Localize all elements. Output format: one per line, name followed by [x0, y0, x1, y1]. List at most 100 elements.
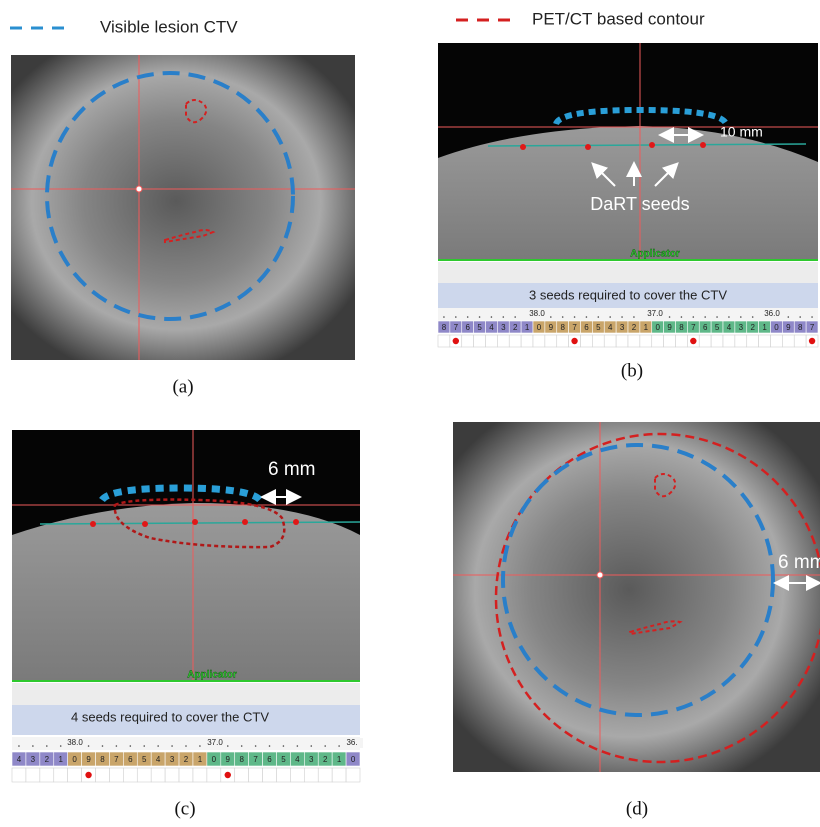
seed-cell: [711, 335, 723, 347]
strip-digit: 1: [525, 323, 530, 332]
strip-digit: 3: [739, 323, 744, 332]
ruler-label: 37.0: [647, 309, 663, 318]
ruler-dot: [574, 316, 576, 318]
ruler-dot: [586, 316, 588, 318]
strip-digit: 9: [226, 755, 231, 764]
figure: Visible lesion CTV PET/CT based contour …: [0, 0, 820, 827]
ruler-dot: [171, 745, 173, 747]
strip-digit: 1: [198, 755, 203, 764]
strip-digit: 8: [560, 323, 565, 332]
strip-digit: 8: [798, 323, 803, 332]
ruler-dot: [681, 316, 683, 318]
seed-cell: [533, 335, 545, 347]
distance-label: 6 mm: [778, 552, 820, 573]
strip-digit: 5: [715, 323, 720, 332]
ruler-dot: [443, 316, 445, 318]
ruler-dot: [467, 316, 469, 318]
strip-digit: 4: [608, 323, 613, 332]
panel-a: (a): [11, 55, 355, 397]
strip-digit: 4: [17, 755, 22, 764]
seed-cell: [664, 335, 676, 347]
ruler-dot: [633, 316, 635, 318]
strip-digit: 8: [239, 755, 244, 764]
strip-digit: 5: [596, 323, 601, 332]
seed-cell: [438, 335, 450, 347]
ruler-dot: [241, 745, 243, 747]
ruler-dot: [310, 745, 312, 747]
banner-text: 4 seeds required to cover the CTV: [71, 709, 269, 724]
distance-label: 6 mm: [268, 459, 316, 480]
seed-cell: [249, 768, 263, 782]
legend-ctv: Visible lesion CTV: [100, 17, 238, 36]
seed-cell: [545, 335, 557, 347]
ct-image: [453, 422, 820, 772]
strip-digit: 0: [212, 755, 217, 764]
ruler-dot: [324, 745, 326, 747]
strip-digit: 4: [295, 755, 300, 764]
legend-pet: PET/CT based contour: [532, 9, 705, 28]
seed-cell: [151, 768, 165, 782]
strip-digit: 7: [114, 755, 119, 764]
ruler-dot: [185, 745, 187, 747]
applicator-label: Applicator: [630, 249, 680, 260]
strip-digit: 6: [703, 323, 708, 332]
seed-cell: [207, 768, 221, 782]
strip-digit: 3: [31, 755, 36, 764]
ruler-dot: [88, 745, 90, 747]
page: Visible lesion CTV PET/CT based contour …: [0, 0, 820, 827]
ruler-dot: [811, 316, 813, 318]
ruler-dot: [157, 745, 159, 747]
seed-cell: [346, 768, 360, 782]
strip-digit: 6: [584, 323, 589, 332]
toolbar: [438, 262, 818, 283]
strip-digit: 0: [72, 755, 77, 764]
strip-digit: 3: [170, 755, 175, 764]
ct-image: [11, 55, 355, 360]
seed-cell: [193, 768, 207, 782]
ruler-dot: [728, 316, 730, 318]
seed-marker: [690, 338, 696, 344]
strip-digit: 9: [86, 755, 91, 764]
seed-marker: [85, 772, 91, 778]
seed-cell: [12, 768, 26, 782]
seed-cell: [747, 335, 759, 347]
ruler-dot: [269, 745, 271, 747]
strip-digit: 4: [727, 323, 732, 332]
strip-digit: 2: [45, 755, 50, 764]
distance-label: 10 mm: [720, 124, 763, 140]
seed-marker: [571, 338, 577, 344]
seed-cell: [699, 335, 711, 347]
seed-cell: [759, 335, 771, 347]
seed-cell: [652, 335, 664, 347]
caption: (b): [621, 360, 643, 381]
seed-cell: [318, 768, 332, 782]
ruler-dot: [116, 745, 118, 747]
ruler-dot: [752, 316, 754, 318]
ruler-dot: [102, 745, 104, 747]
ruler-label: 36.: [346, 738, 357, 747]
seed-cell: [137, 768, 151, 782]
strip-digit: 1: [337, 755, 342, 764]
caption: (c): [174, 798, 195, 819]
strip-digit: 2: [750, 323, 755, 332]
seed-cell: [109, 768, 123, 782]
strip-digit: 0: [655, 323, 660, 332]
seed-cell: [68, 768, 82, 782]
strip-digit: 8: [679, 323, 684, 332]
seed-cell: [40, 768, 54, 782]
ruler-dot: [562, 316, 564, 318]
strip-digit: 1: [58, 755, 63, 764]
ruler-dot: [143, 745, 145, 747]
ruler-dot: [609, 316, 611, 318]
strip-digit: 7: [691, 323, 696, 332]
seed-marker: [225, 772, 231, 778]
strip-digit: 5: [281, 755, 286, 764]
strip-digit: 2: [632, 323, 637, 332]
ruler-label: 37.0: [207, 738, 223, 747]
seeds-label: DaRT seeds: [590, 194, 689, 214]
seed-cell: [581, 335, 593, 347]
seed-cell: [771, 335, 783, 347]
ruler-label: 36.0: [764, 309, 780, 318]
ruler-dot: [479, 316, 481, 318]
strip-digit: 3: [309, 755, 314, 764]
